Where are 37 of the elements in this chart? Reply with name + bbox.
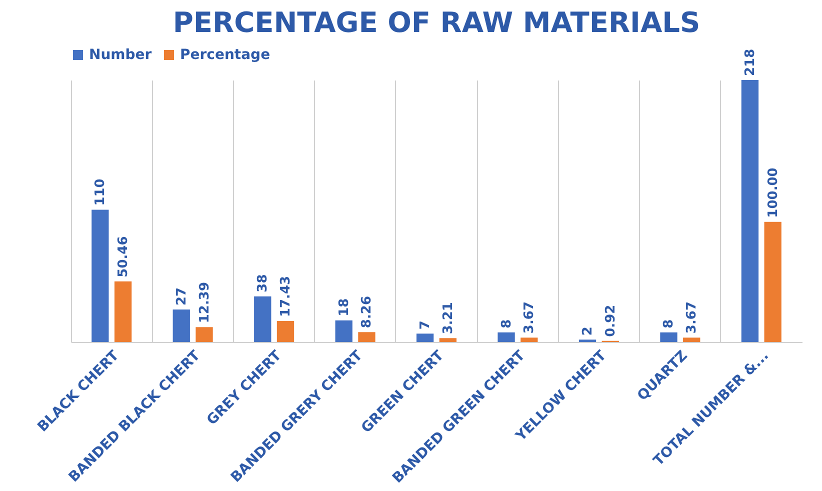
data-label: 8 (662, 319, 677, 328)
data-label: 7 (418, 320, 434, 330)
data-label: 3.67 (522, 302, 538, 334)
bar (498, 332, 515, 342)
bar (196, 327, 213, 342)
bar (335, 320, 352, 342)
bar (660, 332, 678, 342)
data-label: 17.43 (278, 276, 294, 318)
bar (358, 332, 376, 342)
bar (114, 281, 132, 342)
data-label: 27 (174, 287, 190, 306)
bar (741, 80, 759, 342)
data-label: 110 (93, 178, 108, 206)
data-label: 18 (336, 298, 352, 316)
data-label: 3.21 (440, 302, 456, 334)
data-label: 38 (256, 274, 271, 292)
data-label: 0.92 (603, 304, 618, 337)
bar (254, 296, 272, 342)
data-label: 12.39 (197, 282, 212, 324)
bar (439, 338, 457, 342)
data-label: 3.67 (684, 302, 700, 334)
bar (172, 310, 190, 342)
bar (92, 210, 109, 342)
data-label: 2 (580, 326, 596, 336)
bar (764, 222, 782, 342)
chart-title: PERCENTAGE OF RAW MATERIALS (172, 6, 700, 39)
legend-label: Number (89, 47, 152, 63)
bar (416, 334, 434, 342)
data-label: 100.00 (766, 168, 781, 218)
data-label: 50.46 (116, 236, 132, 278)
legend-label: Percentage (180, 47, 270, 63)
bar (520, 338, 538, 342)
data-label: 8.26 (360, 296, 375, 328)
bar (276, 321, 294, 342)
data-label: 8 (499, 319, 514, 328)
data-label: 218 (742, 48, 758, 76)
bar (683, 338, 700, 342)
